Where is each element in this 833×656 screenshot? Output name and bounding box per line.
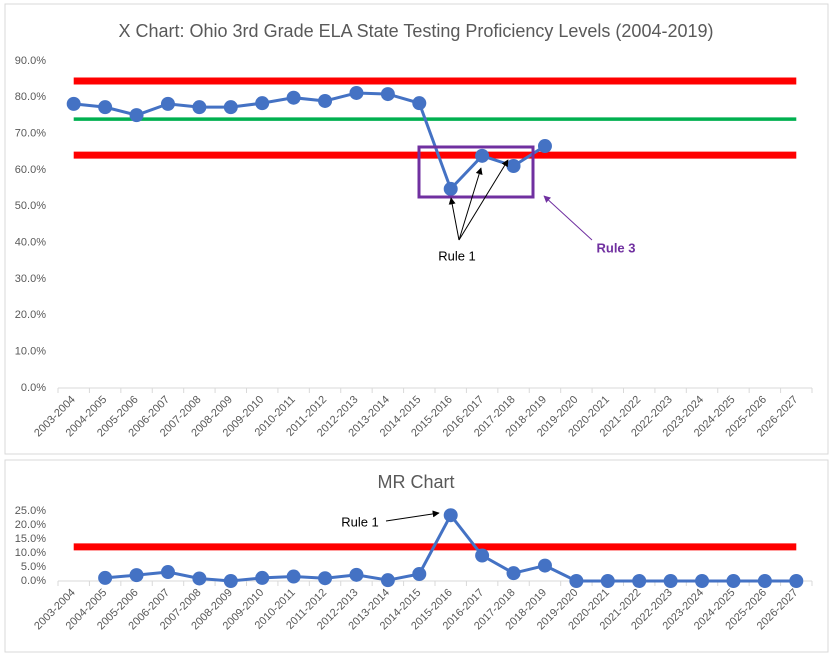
arrow <box>458 159 509 241</box>
top-panel <box>4 3 829 455</box>
chart-title: MR Chart <box>377 472 454 492</box>
y-tick-label: 20.0% <box>15 519 46 531</box>
arrow <box>385 510 440 522</box>
y-tick-label: 60.0% <box>15 164 46 176</box>
y-tick-label: 90.0% <box>15 55 46 67</box>
bottom-panel <box>4 459 829 653</box>
y-tick-label: 70.0% <box>15 128 46 140</box>
data-point <box>192 100 207 115</box>
rule-box <box>417 145 535 199</box>
data-point <box>475 548 490 563</box>
y-tick-label: 50.0% <box>15 200 46 212</box>
arrow <box>448 197 460 241</box>
data-point <box>506 159 521 174</box>
y-tick-label: 25.0% <box>15 505 46 517</box>
data-point <box>663 574 678 588</box>
y-tick-label: 20.0% <box>15 309 46 321</box>
data-point <box>349 85 364 100</box>
annotation: Rule 1 <box>341 514 379 529</box>
y-tick-label: 15.0% <box>15 533 46 545</box>
data-point <box>412 567 427 581</box>
data-point <box>129 568 144 583</box>
y-tick-label: 30.0% <box>15 273 46 285</box>
y-tick-label: 10.0% <box>15 346 46 358</box>
data-point <box>255 96 270 111</box>
data-point <box>98 100 113 115</box>
arrow <box>458 167 483 241</box>
data-point <box>789 574 804 588</box>
data-point <box>412 96 427 111</box>
data-point <box>443 508 458 523</box>
data-point <box>380 87 395 102</box>
data-point <box>129 108 144 123</box>
data-point <box>757 574 772 588</box>
data-point <box>192 571 207 586</box>
arrow <box>543 195 593 241</box>
data-point <box>475 148 490 163</box>
annotation: Rule 3 <box>596 240 635 255</box>
data-point <box>66 96 81 111</box>
data-point <box>255 570 270 585</box>
data-point <box>160 565 175 580</box>
annotation: Rule 1 <box>438 248 476 263</box>
data-point <box>600 574 615 588</box>
data-point <box>349 567 364 582</box>
data-point <box>632 574 647 588</box>
data-point <box>160 96 175 111</box>
y-tick-label: 40.0% <box>15 237 46 249</box>
data-point <box>695 574 710 588</box>
y-tick-label: 5.0% <box>21 561 46 573</box>
y-tick-label: 80.0% <box>15 91 46 103</box>
y-tick-label: 0.0% <box>21 575 46 587</box>
data-point <box>537 139 552 154</box>
chart-title: X Chart: Ohio 3rd Grade ELA State Testin… <box>119 21 714 41</box>
data-point <box>223 574 238 588</box>
data-point <box>726 574 741 588</box>
data-line <box>73 91 546 192</box>
data-point <box>318 93 333 108</box>
data-point <box>506 566 521 581</box>
data-point <box>286 569 301 584</box>
data-point <box>286 90 301 105</box>
plots: 0.0% 10.0% 20.0% 30.0% 40.0% 50.0% 60.0% 70.0% 8… <box>15 55 813 632</box>
data-point <box>569 574 584 588</box>
data-point <box>443 181 458 196</box>
data-point <box>318 571 333 586</box>
data-point <box>223 100 238 115</box>
data-point <box>537 558 552 573</box>
data-point <box>98 570 113 585</box>
y-tick-label: 10.0% <box>15 547 46 559</box>
y-tick-label: 0.0% <box>21 382 46 394</box>
data-point <box>380 573 395 588</box>
